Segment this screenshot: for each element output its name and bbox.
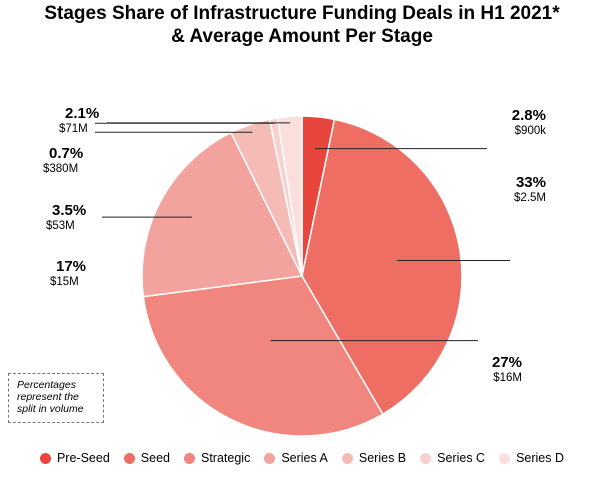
legend: Pre-Seed Seed Strategic Series A Series B Ser… [0, 448, 604, 468]
legend-swatch [123, 452, 135, 464]
pct-label-series-b: 3.5% [52, 202, 86, 219]
chart-title-line-1: Stages Share of Infrastructure Funding D… [44, 3, 560, 24]
amount-label-seed: $2.5M [514, 192, 546, 204]
amount-label-series-b: $53M [46, 220, 75, 232]
pct-label-pre-seed: 2.8% [512, 107, 546, 124]
legend-item-pre-seed: Pre-Seed [39, 451, 110, 465]
chart-title: Stages Share of Infrastructure Funding D… [0, 2, 604, 48]
legend-swatch [499, 452, 511, 464]
legend-item-series-c: Series C [420, 451, 485, 465]
legend-item-seed: Seed [123, 451, 170, 465]
legend-item-series-d: Series D [499, 451, 564, 465]
pct-label-series-c: 0.7% [49, 145, 83, 162]
legend-label: Series B [358, 451, 407, 465]
pie-slice-series-d [276, 115, 303, 277]
legend-swatch [183, 452, 195, 464]
legend-item-strategic: Strategic [183, 451, 251, 465]
legend-swatch [39, 452, 51, 464]
legend-item-series-a: Series A [264, 451, 328, 465]
chart-title-line-2: & Average Amount Per Stage [171, 26, 433, 47]
legend-swatch [341, 452, 353, 464]
chart-note: Percentages represent the split in volum… [8, 373, 104, 423]
legend-label: Pre-Seed [56, 451, 110, 465]
pct-label-seed: 33% [516, 174, 546, 191]
amount-label-series-c: $380M [43, 163, 78, 175]
legend-swatch [420, 452, 432, 464]
pct-label-series-d: 2.1% [65, 105, 99, 122]
pie-slice-series-a [141, 131, 304, 298]
pie-slice-strategic [142, 275, 384, 437]
amount-label-series-d: $71M [59, 123, 88, 135]
legend-label: Seed [140, 451, 170, 465]
amount-label-pre-seed: $900k [515, 125, 547, 137]
pct-label-strategic: 27% [492, 354, 522, 371]
pct-label-series-a: 17% [56, 258, 86, 275]
legend-item-series-b: Series B [341, 451, 407, 465]
legend-swatch [264, 452, 276, 464]
legend-label: Series A [281, 451, 328, 465]
legend-label: Strategic [200, 451, 251, 465]
legend-label: Series D [516, 451, 565, 465]
legend-label: Series C [437, 451, 486, 465]
amount-label-strategic: $16M [493, 372, 522, 384]
amount-label-series-a: $15M [50, 276, 79, 288]
